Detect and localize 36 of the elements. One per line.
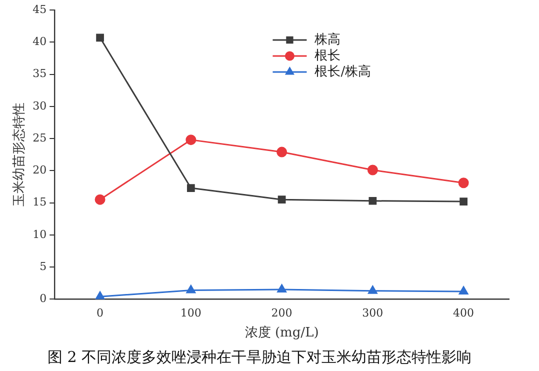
point [276,146,288,158]
y-tick-label: 5 [40,260,47,273]
y-tick-label: 30 [32,99,47,112]
x-tick-label: 0 [96,306,104,320]
y-tick-label: 0 [40,292,47,306]
x-tick-label: 200 [271,306,292,320]
y-tick-label: 35 [32,67,47,80]
point [368,196,377,205]
x-tick-label: 300 [362,306,384,320]
legend-label: 根长 [314,48,341,64]
point [186,284,196,294]
x-axis-title: 浓度 (mg/L) [244,324,319,341]
y-tick-label: 25 [32,131,47,144]
point [368,286,378,294]
y-tick-label: 40 [32,34,47,48]
text: 图 2 不同浓度多效唑浸种在干旱胁迫下对玉米幼苗形态特性影响 [47,348,472,366]
legend-label: 根长/株高 [314,63,372,80]
y-tick-label: 45 [32,2,47,16]
y-axis-title: 玉米幼苗形态特性 [12,102,28,207]
point [367,164,378,176]
point [278,196,286,204]
legend-label: 株高 [314,31,341,48]
x-tick-label: 400 [453,306,474,320]
point [186,134,196,146]
y-tick-label: 20 [32,164,47,177]
point [458,286,468,294]
point [277,284,286,293]
y-tick-label: 10 [32,228,47,241]
point [458,178,469,188]
point [460,198,468,206]
point [95,291,105,300]
y-tick-label: 15 [32,196,47,209]
point [186,184,195,192]
point [94,194,106,205]
point [96,34,104,42]
x-tick-label: 100 [180,306,202,320]
